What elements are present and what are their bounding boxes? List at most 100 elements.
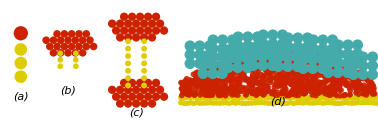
- Circle shape: [247, 50, 253, 55]
- Circle shape: [344, 70, 350, 76]
- Circle shape: [356, 87, 362, 93]
- Circle shape: [296, 79, 302, 85]
- Circle shape: [355, 100, 361, 105]
- Circle shape: [323, 100, 329, 105]
- Circle shape: [296, 70, 302, 76]
- Circle shape: [186, 86, 192, 91]
- Circle shape: [351, 85, 357, 90]
- Circle shape: [224, 88, 230, 94]
- Circle shape: [313, 70, 318, 76]
- Circle shape: [333, 84, 339, 90]
- Circle shape: [334, 68, 339, 73]
- Circle shape: [298, 64, 304, 70]
- Circle shape: [285, 68, 291, 74]
- Circle shape: [213, 83, 218, 88]
- Circle shape: [262, 87, 267, 93]
- Circle shape: [255, 91, 260, 97]
- Circle shape: [267, 69, 273, 75]
- Circle shape: [301, 52, 307, 58]
- Circle shape: [306, 68, 311, 74]
- Circle shape: [235, 76, 241, 82]
- Circle shape: [218, 70, 224, 76]
- Circle shape: [223, 85, 228, 91]
- Circle shape: [335, 60, 340, 66]
- Circle shape: [274, 75, 279, 81]
- Circle shape: [223, 88, 228, 93]
- Circle shape: [235, 59, 241, 65]
- Circle shape: [358, 83, 364, 88]
- Circle shape: [253, 65, 259, 70]
- Circle shape: [73, 57, 79, 63]
- Circle shape: [144, 26, 152, 35]
- Circle shape: [326, 69, 332, 75]
- Circle shape: [271, 88, 277, 94]
- Circle shape: [265, 70, 271, 76]
- Circle shape: [249, 100, 255, 106]
- Circle shape: [140, 86, 148, 94]
- Circle shape: [293, 76, 299, 82]
- Circle shape: [184, 81, 189, 87]
- Circle shape: [207, 68, 218, 79]
- Circle shape: [306, 59, 312, 65]
- Circle shape: [235, 54, 240, 59]
- Circle shape: [226, 57, 231, 62]
- Circle shape: [315, 90, 321, 96]
- Circle shape: [281, 82, 287, 88]
- Circle shape: [300, 54, 306, 60]
- Circle shape: [243, 87, 249, 93]
- Circle shape: [258, 88, 264, 93]
- Circle shape: [108, 20, 116, 28]
- Circle shape: [312, 90, 318, 96]
- Circle shape: [14, 26, 28, 40]
- Circle shape: [203, 75, 208, 81]
- Circle shape: [277, 70, 283, 75]
- Circle shape: [249, 52, 255, 57]
- Circle shape: [244, 90, 249, 95]
- Circle shape: [201, 81, 207, 87]
- Circle shape: [254, 74, 260, 79]
- Circle shape: [220, 95, 226, 101]
- Circle shape: [260, 60, 265, 66]
- Circle shape: [203, 70, 208, 76]
- Circle shape: [281, 100, 287, 106]
- Circle shape: [292, 76, 298, 82]
- Circle shape: [186, 89, 192, 95]
- Circle shape: [347, 85, 352, 91]
- Circle shape: [279, 50, 285, 56]
- Circle shape: [189, 78, 195, 84]
- Circle shape: [248, 42, 259, 53]
- Circle shape: [256, 80, 262, 86]
- Circle shape: [260, 75, 265, 81]
- Circle shape: [259, 65, 265, 70]
- Circle shape: [297, 54, 302, 60]
- Circle shape: [232, 40, 244, 51]
- Circle shape: [230, 100, 235, 105]
- Circle shape: [249, 95, 255, 100]
- Circle shape: [290, 71, 296, 77]
- Circle shape: [311, 86, 316, 91]
- Circle shape: [235, 78, 240, 84]
- Circle shape: [201, 80, 206, 86]
- Circle shape: [234, 53, 240, 59]
- Circle shape: [207, 75, 212, 80]
- Circle shape: [318, 55, 324, 61]
- Circle shape: [181, 100, 187, 106]
- Circle shape: [281, 75, 287, 81]
- Circle shape: [320, 84, 326, 89]
- Circle shape: [246, 88, 251, 94]
- Circle shape: [251, 65, 256, 71]
- Circle shape: [320, 69, 326, 75]
- Circle shape: [243, 59, 248, 65]
- Circle shape: [300, 91, 306, 96]
- Circle shape: [256, 86, 261, 92]
- Circle shape: [269, 54, 275, 59]
- Circle shape: [251, 57, 257, 63]
- Circle shape: [251, 76, 257, 81]
- Circle shape: [184, 90, 190, 96]
- Circle shape: [278, 95, 284, 100]
- Circle shape: [313, 75, 319, 81]
- Circle shape: [281, 82, 287, 88]
- Circle shape: [218, 88, 223, 94]
- Circle shape: [309, 81, 314, 86]
- Circle shape: [140, 20, 148, 28]
